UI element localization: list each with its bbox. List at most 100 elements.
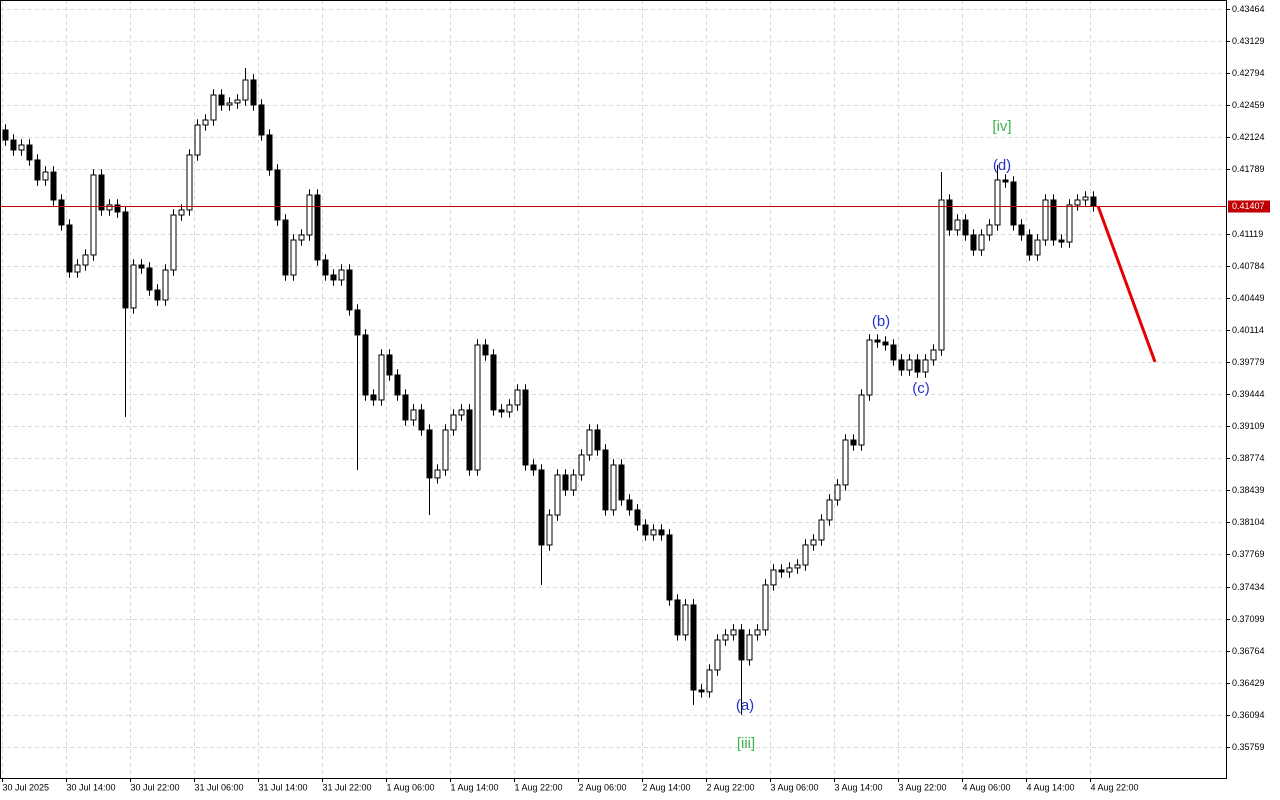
candle-body (914, 359, 921, 373)
candle-body (826, 499, 833, 521)
candle-body (426, 429, 433, 479)
candle-body (18, 144, 25, 151)
candle-body (106, 204, 113, 211)
y-tick-label: 0.39109 (1232, 421, 1265, 431)
candle-body (754, 629, 761, 636)
candle-body (682, 604, 689, 636)
forecast-line (1096, 205, 1157, 363)
candle-body (1018, 224, 1025, 236)
y-tick-label: 0.43464 (1232, 4, 1265, 14)
wave-label: (b) (872, 313, 890, 330)
x-tick-label: 2 Aug 22:00 (707, 782, 755, 792)
candle-body (258, 104, 265, 136)
candle-body (962, 219, 969, 236)
candle-body (514, 389, 521, 406)
y-tick-label: 0.39779 (1232, 357, 1265, 367)
candle-body (314, 194, 321, 261)
x-tick-label: 2 Aug 06:00 (579, 782, 627, 792)
candle-body (978, 234, 985, 251)
candle-body (42, 171, 49, 181)
candle-body (898, 359, 905, 371)
candle-body (698, 689, 705, 693)
candle-body (810, 539, 817, 546)
candle-body (1034, 239, 1041, 256)
y-tick-label: 0.38104 (1232, 517, 1265, 527)
candle-body (402, 394, 409, 421)
candle-body (706, 669, 713, 693)
plot-frame (0, 0, 1227, 779)
x-tick-label: 30 Jul 14:00 (67, 782, 116, 792)
x-tick-label: 3 Aug 22:00 (899, 782, 947, 792)
candle-body (746, 634, 753, 661)
candle-body (274, 169, 281, 221)
wave-label: (d) (993, 157, 1011, 174)
candle-body (922, 359, 929, 373)
x-tick-label: 30 Jul 22:00 (131, 782, 180, 792)
candle-body (554, 474, 561, 516)
candle-body (818, 519, 825, 541)
candle-body (986, 224, 993, 236)
candle-body (498, 409, 505, 413)
candle-body (186, 154, 193, 211)
y-tick-label: 0.35759 (1232, 742, 1265, 752)
x-tick-label: 30 Jul 2025 (3, 782, 50, 792)
wave-label: (a) (736, 697, 754, 714)
y-tick-label: 0.37769 (1232, 549, 1265, 559)
x-tick-label: 4 Aug 22:00 (1091, 782, 1139, 792)
candle-body (130, 264, 137, 309)
candle-body (530, 464, 537, 471)
candle-body (506, 404, 513, 413)
candle-body (98, 174, 105, 211)
candle-body (290, 239, 297, 276)
x-tick-label: 31 Jul 14:00 (259, 782, 308, 792)
candle-body (842, 439, 849, 486)
current-price-badge (1228, 200, 1270, 213)
candle-body (882, 341, 889, 346)
candle-body (90, 174, 97, 256)
candle-body (778, 569, 785, 573)
x-tick-label: 3 Aug 06:00 (771, 782, 819, 792)
candle-body (874, 339, 881, 343)
candle-body (114, 204, 121, 213)
candle-body (266, 134, 273, 171)
candle-body (138, 264, 145, 269)
x-tick-label: 31 Jul 22:00 (323, 782, 372, 792)
candle-body (146, 267, 153, 291)
candle-body (378, 354, 385, 401)
candle-body (34, 159, 41, 181)
x-tick-label: 1 Aug 22:00 (515, 782, 563, 792)
candle-body (322, 259, 329, 276)
candle-body (282, 219, 289, 276)
candle-body (794, 564, 801, 569)
candle-body (610, 464, 617, 511)
candle-body (370, 394, 377, 401)
candle-body (834, 484, 841, 501)
candle-body (298, 234, 305, 241)
x-tick-label: 4 Aug 06:00 (963, 782, 1011, 792)
candle-body (946, 199, 953, 231)
candle-body (386, 354, 393, 376)
y-tick-label: 0.40114 (1232, 325, 1264, 335)
wave-label: [iv] (992, 118, 1011, 135)
candle-body (762, 584, 769, 631)
y-tick-label: 0.42794 (1232, 68, 1265, 78)
candle-body (330, 274, 337, 281)
candle-body (1074, 199, 1081, 206)
candle-body (786, 567, 793, 573)
candle-body (666, 534, 673, 601)
candle-body (210, 94, 217, 121)
candle-body (658, 529, 665, 536)
candle-body (890, 344, 897, 361)
candle-body (450, 414, 457, 431)
candle-body (602, 449, 609, 511)
candle-body (802, 544, 809, 566)
candle-body (354, 309, 361, 336)
y-tick-label: 0.37434 (1232, 582, 1265, 592)
y-tick-label: 0.37099 (1232, 614, 1265, 624)
candle-body (170, 214, 177, 271)
candle-body (586, 429, 593, 456)
candle-body (218, 94, 225, 106)
y-tick-label: 0.40449 (1232, 293, 1265, 303)
candle-body (954, 219, 961, 231)
candle-body (490, 354, 497, 411)
